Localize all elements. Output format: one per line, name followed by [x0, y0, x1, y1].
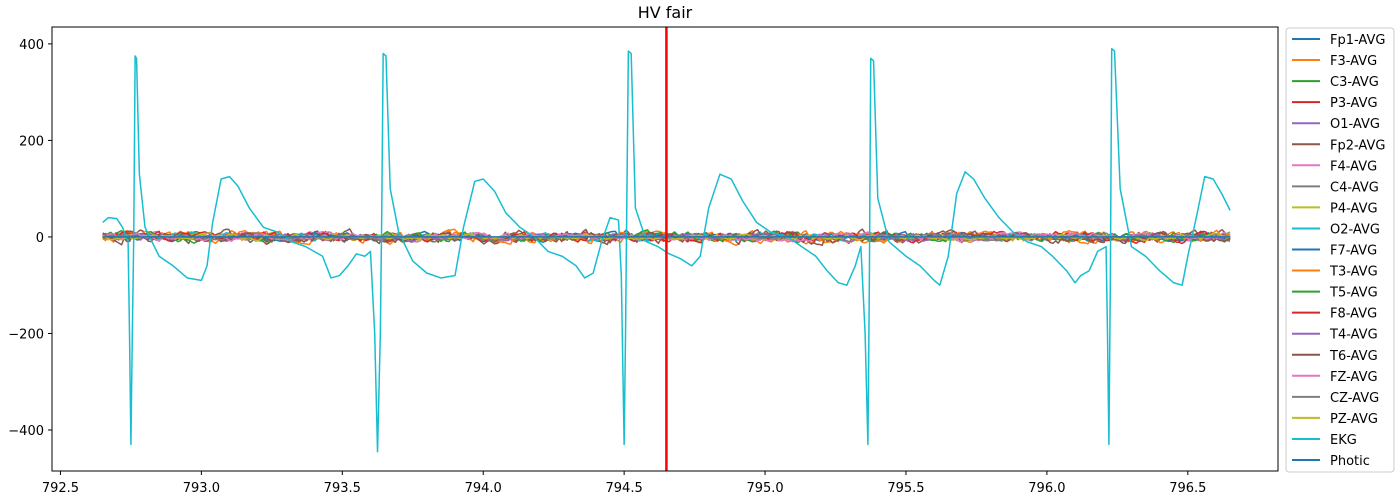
legend-item-o1-avg: O1-AVG [1292, 117, 1380, 132]
x-tick-label: 793.0 [183, 481, 220, 496]
legend: Fp1-AVG F3-AVG C3-AVG P3-AVG O1-AVG Fp2-AVG F4… [1285, 27, 1395, 473]
legend-label: O1-AVG [1330, 117, 1380, 132]
legend-label: T5-AVG [1329, 286, 1378, 301]
legend-item-f8-avg: F8-AVG [1292, 307, 1377, 322]
legend-label: T6-AVG [1329, 349, 1378, 364]
series-line-ekg [102, 47, 1231, 453]
x-tick-label: 794.5 [606, 481, 643, 496]
legend-item-c3-avg: C3-AVG [1292, 75, 1379, 90]
legend-label: Fp1-AVG [1330, 33, 1385, 48]
legend-item-t3-avg: T3-AVG [1292, 265, 1378, 280]
x-tick-label: 796.0 [1028, 481, 1065, 496]
legend-label: F8-AVG [1330, 307, 1377, 322]
plot-area-frame [51, 26, 1279, 472]
x-tick-label: 795.5 [887, 481, 924, 496]
legend-item-t4-avg: T4-AVG [1292, 328, 1378, 343]
legend-item-p3-avg: P3-AVG [1292, 96, 1378, 111]
legend-item-fp1-avg: Fp1-AVG [1292, 33, 1385, 48]
legend-item-t6-avg: T6-AVG [1292, 349, 1378, 364]
legend-label: PZ-AVG [1330, 412, 1378, 427]
legend-label: EKG [1330, 433, 1357, 448]
legend-label: T3-AVG [1329, 265, 1378, 280]
x-axis: 792.5 793.0 793.5 794.0 794.5 795.0 795.5 796.0… [42, 471, 1206, 496]
legend-item-pz-avg: PZ-AVG [1292, 412, 1378, 427]
legend-label: FZ-AVG [1330, 370, 1378, 385]
x-tick-label: 795.0 [746, 481, 783, 496]
x-tick-label: 792.5 [42, 481, 79, 496]
legend-label: C3-AVG [1330, 75, 1379, 90]
legend-item-p4-avg: P4-AVG [1292, 201, 1378, 216]
legend-item-f4-avg: F4-AVG [1292, 159, 1377, 174]
x-tick-label: 793.5 [324, 481, 361, 496]
legend-label: Photic [1330, 454, 1370, 469]
y-axis: −400 −200 0 200 400 [8, 38, 52, 439]
y-tick-label: 400 [19, 38, 44, 53]
y-tick-label: −200 [8, 327, 44, 342]
x-tick-label: 794.0 [465, 481, 502, 496]
y-tick-label: 200 [19, 134, 44, 149]
legend-item-o2-avg: O2-AVG [1292, 222, 1380, 237]
legend-item-f7-avg: F7-AVG [1292, 244, 1377, 259]
legend-item-photic: Photic [1292, 454, 1370, 469]
legend-frame [1285, 27, 1395, 473]
legend-item-ekg: EKG [1292, 433, 1357, 448]
legend-label: F4-AVG [1330, 159, 1377, 174]
y-tick-label: 0 [36, 231, 44, 246]
legend-label: O2-AVG [1330, 222, 1380, 237]
y-tick-label: −400 [8, 424, 44, 439]
legend-label: F7-AVG [1330, 244, 1377, 259]
legend-item-t5-avg: T5-AVG [1292, 286, 1378, 301]
chart-title: HV fair [638, 3, 693, 22]
legend-item-cz-avg: CZ-AVG [1292, 391, 1379, 406]
legend-label: P3-AVG [1330, 96, 1378, 111]
x-tick-label: 796.5 [1169, 481, 1206, 496]
legend-item-fz-avg: FZ-AVG [1292, 370, 1378, 385]
legend-item-fp2-avg: Fp2-AVG [1292, 138, 1385, 153]
legend-label: Fp2-AVG [1330, 138, 1385, 153]
legend-label: T4-AVG [1329, 328, 1378, 343]
legend-label: P4-AVG [1330, 201, 1378, 216]
legend-label: CZ-AVG [1330, 391, 1379, 406]
legend-item-f3-avg: F3-AVG [1292, 54, 1377, 69]
legend-label: C4-AVG [1330, 180, 1379, 195]
legend-label: F3-AVG [1330, 54, 1377, 69]
legend-item-c4-avg: C4-AVG [1292, 180, 1379, 195]
